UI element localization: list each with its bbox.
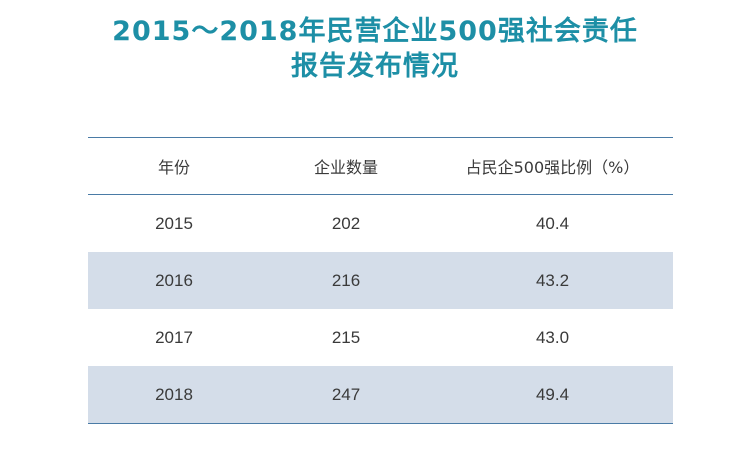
- cell-year: 2015: [155, 213, 193, 233]
- cell-year: 2016: [155, 270, 193, 290]
- table-row: 2015 202 40.4: [88, 195, 673, 252]
- table-header-row: 年份 企业数量 占民企500强比例（%）: [88, 138, 673, 195]
- table-row: 2016 216 43.2: [88, 252, 673, 309]
- title-line-1: 2015～2018年民营企业500强社会责任: [112, 16, 638, 47]
- table-row: 2017 215 43.0: [88, 309, 673, 366]
- cell-ratio: 49.4: [535, 384, 570, 404]
- cell-count: 202: [331, 213, 361, 233]
- cell-ratio: 43.2: [535, 270, 570, 290]
- header-count: 企业数量: [313, 158, 378, 177]
- cell-count: 247: [331, 384, 361, 404]
- header-ratio: 占民企500强比例（%）: [465, 158, 640, 177]
- data-table: 年份 企业数量 占民企500强比例（%） 2015 202 40.4 2016 …: [88, 137, 673, 424]
- cell-year: 2018: [155, 384, 193, 404]
- page-title: 2015～2018年民营企业500强社会责任 报告发布情况: [0, 14, 750, 84]
- table-row: 2018 247 49.4: [88, 366, 673, 423]
- title-line-2: 报告发布情况: [291, 51, 459, 82]
- cell-year: 2017: [155, 327, 193, 347]
- cell-ratio: 40.4: [535, 213, 570, 233]
- header-year: 年份: [157, 158, 190, 177]
- cell-count: 215: [331, 327, 361, 347]
- cell-count: 216: [331, 270, 361, 290]
- cell-ratio: 43.0: [535, 327, 570, 347]
